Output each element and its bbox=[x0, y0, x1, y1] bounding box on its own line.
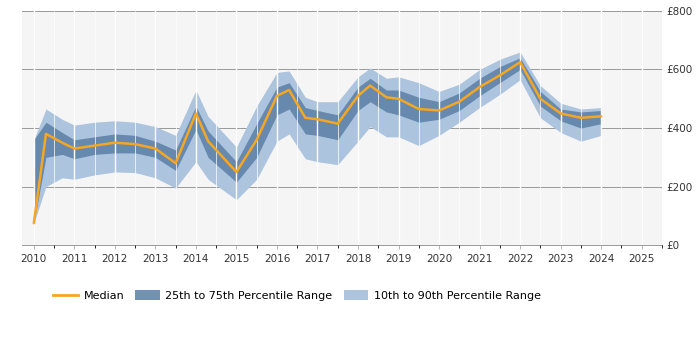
Legend: Median, 25th to 75th Percentile Range, 10th to 90th Percentile Range: Median, 25th to 75th Percentile Range, 1… bbox=[49, 286, 545, 305]
